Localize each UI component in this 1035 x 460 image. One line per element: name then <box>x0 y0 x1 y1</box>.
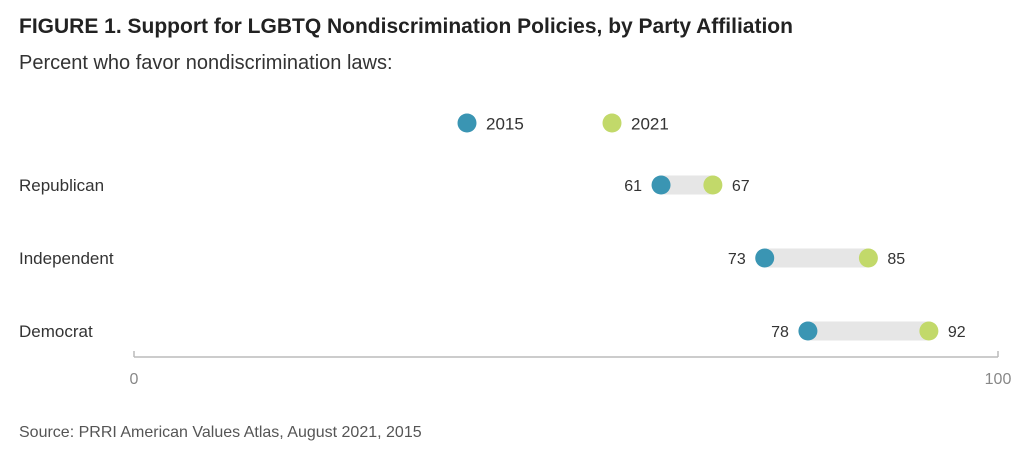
chart-rows: Republican 61 67 Independent 73 85 Democrat 78 9… <box>19 175 966 341</box>
data-point-2015 <box>798 321 818 341</box>
category-label: Democrat <box>19 322 93 341</box>
source-note: Source: PRRI American Values Atlas, Augu… <box>19 424 422 441</box>
data-point-2021 <box>919 321 939 341</box>
value-label-2015: 78 <box>771 324 789 341</box>
data-point-2015 <box>755 248 775 268</box>
data-point-2021 <box>858 248 878 268</box>
value-label-2015: 73 <box>728 251 746 268</box>
legend-label-2015: 2015 <box>486 115 524 134</box>
category-label: Republican <box>19 176 104 195</box>
chart-subtitle: Percent who favor nondiscrimination laws… <box>19 52 393 74</box>
legend-marker-2015 <box>457 113 477 133</box>
value-label-2021: 92 <box>948 324 966 341</box>
legend-label-2021: 2021 <box>631 115 669 134</box>
chart-title: FIGURE 1. Support for LGBTQ Nondiscrimin… <box>19 15 793 38</box>
legend: 2015 2021 <box>457 113 669 134</box>
category-label: Independent <box>19 249 114 268</box>
x-tick-label: 0 <box>130 371 139 388</box>
x-tick-label: 100 <box>985 371 1012 388</box>
legend-marker-2021 <box>602 113 622 133</box>
data-point-2015 <box>651 175 671 195</box>
value-label-2021: 67 <box>732 178 750 195</box>
value-label-2015: 61 <box>624 178 642 195</box>
data-point-2021 <box>703 175 723 195</box>
value-label-2021: 85 <box>887 251 905 268</box>
x-axis: 0 100 <box>130 351 1012 388</box>
